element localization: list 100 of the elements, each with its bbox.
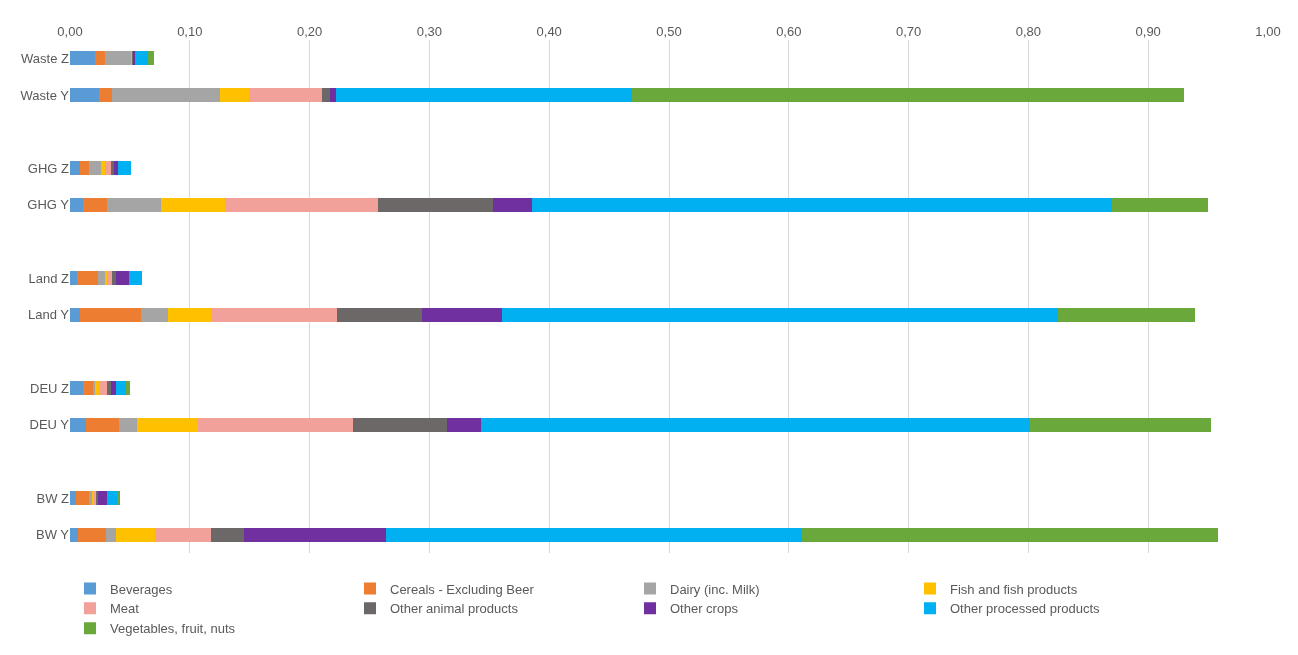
bar	[78, 527, 106, 542]
y-tick-label: Waste Y	[20, 87, 70, 103]
legend-label: Vegetables, fruit, nuts	[110, 621, 236, 637]
x-tick-label: 0,30	[416, 24, 443, 40]
bar	[128, 271, 142, 286]
bar	[104, 161, 111, 176]
x-tick-label: 0,40	[536, 24, 562, 40]
y-tick-label: Land Y	[28, 307, 70, 323]
y-tick-label: Land Z	[28, 270, 70, 286]
bar	[70, 88, 99, 102]
bar	[1058, 307, 1195, 322]
bar	[85, 417, 120, 432]
bar	[104, 51, 132, 66]
y-tick-label: BW Y	[36, 527, 70, 543]
bar	[114, 161, 118, 176]
bar	[115, 381, 127, 396]
y-tick-label: GHG Z	[27, 160, 70, 176]
x-tick-label: 0,60	[776, 24, 802, 40]
bar	[243, 527, 387, 542]
bar	[126, 381, 130, 396]
bar	[335, 88, 632, 102]
bar	[70, 271, 78, 286]
bar	[502, 307, 1059, 322]
bar	[155, 527, 212, 542]
legend-label: Other processed products	[950, 601, 1101, 617]
bar	[134, 51, 148, 66]
bar	[97, 491, 108, 505]
bar	[1029, 417, 1211, 432]
bar	[70, 197, 84, 212]
bar	[111, 271, 116, 286]
y-tick-label: DEU Y	[29, 417, 70, 433]
x-tick-label: 1,00	[1255, 24, 1281, 40]
x-tick-label: 0,50	[656, 24, 682, 40]
bar	[117, 161, 132, 176]
bar	[211, 307, 338, 322]
bar	[101, 161, 105, 176]
bar	[801, 527, 1218, 542]
bar	[1112, 197, 1209, 212]
bar	[105, 527, 116, 542]
bar	[422, 307, 503, 322]
bar	[115, 527, 156, 542]
bar	[70, 381, 84, 396]
y-tick-label: DEU Z	[30, 380, 70, 396]
bar	[447, 417, 481, 432]
legend-label: Cereals - Excluding Beer	[390, 581, 535, 597]
legend-label: Other crops	[670, 601, 739, 617]
bar	[98, 381, 108, 396]
bar	[631, 88, 1185, 102]
bar	[386, 527, 802, 542]
legend-label: Dairy (inc. Milk)	[670, 581, 760, 597]
y-tick-label: Waste Z	[21, 50, 70, 66]
bar	[107, 197, 162, 212]
bar	[137, 417, 199, 432]
bar	[480, 417, 1030, 432]
bar	[77, 271, 98, 286]
bar	[107, 271, 112, 286]
bar	[211, 527, 244, 542]
y-tick-label: BW Z	[36, 490, 70, 506]
bar	[83, 197, 108, 212]
bar	[337, 307, 423, 322]
legend-label: Other animal products	[390, 601, 519, 617]
bar	[83, 381, 93, 396]
bar	[168, 307, 212, 322]
y-tick-label: GHG Y	[27, 197, 70, 213]
bar	[70, 417, 86, 432]
bar	[98, 88, 112, 102]
x-tick-label: 0,10	[177, 24, 203, 40]
bar	[377, 197, 493, 212]
bar	[70, 527, 79, 542]
bar	[95, 51, 105, 66]
bar	[224, 197, 378, 212]
bar	[140, 307, 169, 322]
x-tick-label: 0,20	[296, 24, 323, 40]
bar	[198, 417, 353, 432]
bar	[79, 161, 90, 176]
x-tick-label: 0,80	[1015, 24, 1042, 40]
legend-label: Fish and fish products	[950, 581, 1078, 597]
legend-label: Meat	[110, 601, 140, 617]
bar	[107, 381, 111, 396]
bar	[352, 417, 448, 432]
x-tick-label: 0,00	[57, 24, 83, 40]
legend-label: Beverages	[110, 581, 173, 597]
bar	[75, 491, 90, 505]
bar	[147, 51, 154, 66]
bar	[70, 51, 96, 66]
bar	[97, 271, 105, 286]
bar	[161, 197, 225, 212]
bar	[111, 88, 220, 102]
bar	[115, 271, 129, 286]
bar	[119, 417, 138, 432]
bar	[107, 491, 117, 505]
bar	[248, 88, 322, 102]
bar	[492, 197, 533, 212]
bar	[532, 197, 1113, 212]
bar	[219, 88, 249, 102]
bar	[70, 307, 80, 322]
bar	[79, 307, 141, 322]
x-tick-label: 0,70	[895, 24, 922, 40]
x-tick-label: 0,90	[1135, 24, 1161, 40]
bar	[321, 88, 330, 102]
